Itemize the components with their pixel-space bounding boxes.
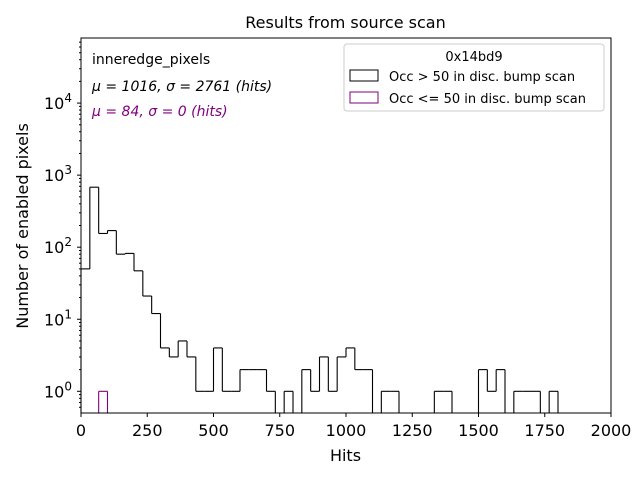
y-tick-label: 102	[44, 235, 72, 257]
legend-title: 0x14bd9	[445, 50, 502, 65]
y-axis-label: Number of enabled pixels	[13, 123, 32, 329]
x-tick-label: 250	[132, 421, 163, 440]
annotation-stats-main: μ = 1016, σ = 2761 (hits)	[91, 79, 272, 95]
annotation-dataset-name: inneredge_pixels	[92, 52, 210, 68]
annotation-stats-low-occ: μ = 84, σ = 0 (hits)	[91, 104, 228, 120]
y-tick-label: 100	[44, 379, 72, 401]
y-tick-label: 101	[44, 307, 72, 329]
x-tick-label: 0	[76, 421, 86, 440]
legend-box	[343, 43, 605, 112]
series-low-occ	[98, 390, 109, 413]
histogram-bars	[80, 186, 559, 413]
x-tick-label: 2000	[591, 421, 632, 440]
legend-swatch-high-occ	[349, 69, 379, 82]
legend-label-low-occ: Occ <= 50 in disc. bump scan	[389, 92, 586, 107]
chart-title: Results from source scan	[245, 13, 445, 32]
y-tick-label: 104	[44, 91, 72, 113]
x-tick-label: 1000	[326, 421, 367, 440]
x-axis-label: Hits	[330, 446, 361, 465]
x-tick-label: 750	[264, 421, 295, 440]
x-tick-label: 500	[198, 421, 229, 440]
axis-ticks: 0 250 500 750 1000 1250 1500 1750 2000 100 101 102 1…	[44, 41, 632, 440]
series-high-occ	[80, 186, 559, 413]
legend: 0x14bd9 Occ > 50 in disc. bump scan Occ …	[343, 43, 605, 112]
x-tick-label: 1500	[458, 421, 499, 440]
x-tick-label: 1750	[524, 421, 565, 440]
legend-swatch-low-occ	[349, 91, 379, 104]
x-tick-label: 1250	[392, 421, 433, 440]
y-tick-label: 103	[44, 163, 72, 185]
legend-label-high-occ: Occ > 50 in disc. bump scan	[389, 70, 575, 85]
